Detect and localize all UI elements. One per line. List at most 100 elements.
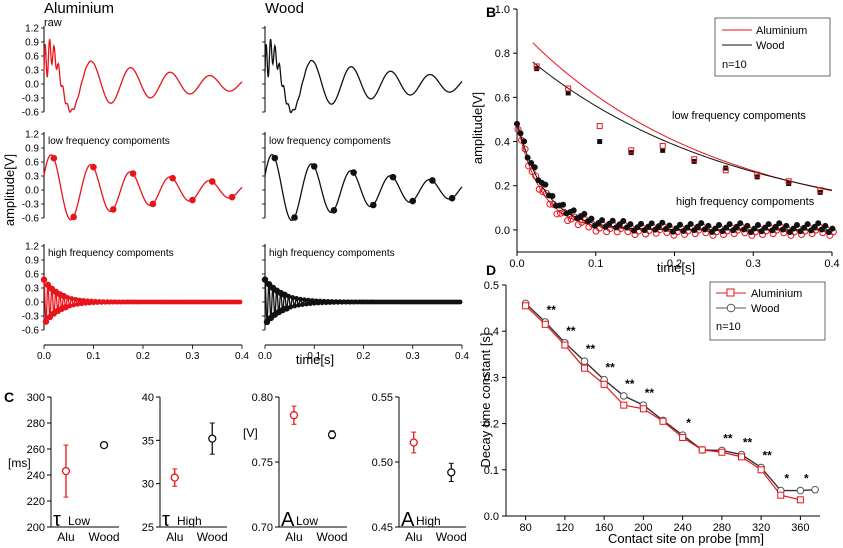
high-point-aluminium (564, 217, 572, 225)
d-significance-star: * (804, 472, 809, 486)
d-point-aluminium (581, 364, 588, 372)
high-point-wood (666, 222, 673, 229)
c-subscript-a-low: Low (296, 514, 318, 528)
high-point-wood (648, 220, 655, 227)
c-mean-point (208, 434, 217, 443)
d-significance-star: ** (645, 386, 655, 400)
d-xtick-label: 160 (595, 522, 613, 534)
peak-point (290, 295, 295, 300)
signal-line-wood-raw (264, 38, 463, 114)
peak-point (67, 303, 73, 309)
a-ytick-label: 0.3 (25, 284, 39, 295)
b-ytick-label: 1.0 (495, 4, 510, 16)
c-ytick-label: 0.70 (252, 522, 273, 534)
a-ytick-label: 0.6 (25, 158, 39, 169)
c-mean-point (99, 440, 109, 450)
a-ytick-label: -0.3 (22, 200, 40, 211)
c-mean-point (327, 430, 337, 439)
high-point-wood (715, 221, 722, 228)
d-significance-star: ** (762, 448, 772, 462)
high-point-wood (560, 201, 567, 208)
low-point-wood (660, 147, 666, 153)
c-category-label: Alu (405, 530, 422, 544)
high-point-wood (754, 222, 761, 229)
low-point-aluminium (817, 187, 824, 194)
legend-label-d-wood: Wood (751, 303, 780, 315)
peak-point (129, 170, 137, 177)
peak-point (73, 296, 79, 302)
row-label-raw: raw (44, 17, 62, 29)
peak-point (237, 299, 243, 305)
a-ytick-label: 0.0 (25, 186, 39, 197)
peak-point (189, 196, 196, 204)
high-point-wood (744, 222, 751, 229)
d-ytick-label: 0.1 (484, 465, 499, 477)
a-ytick-label: 0.6 (25, 52, 39, 63)
high-point-wood (524, 154, 531, 161)
a-ytick-label: 0.3 (25, 66, 39, 77)
a-ytick-label: 0.0 (25, 298, 39, 309)
signal-line-aluminium-low (43, 154, 243, 221)
high-point-wood (737, 220, 744, 227)
a-xtick-label: 0.4 (455, 351, 469, 362)
annotation-high: high frequency compoments (676, 196, 815, 208)
d-significance-star: ** (586, 342, 596, 356)
d-point-aluminium (757, 466, 765, 474)
c-category-label: Alu (166, 530, 183, 544)
c-ytick-label: 0.80 (252, 392, 273, 404)
panel-c-ylabel-ms: [ms] (8, 456, 31, 470)
d-significance-star: ** (625, 377, 635, 391)
peak-point (44, 281, 52, 289)
peak-point (65, 295, 71, 300)
panel-b-ylabel: amplitude[V] (470, 92, 485, 164)
peak-point (370, 201, 377, 209)
row-label: high frequency compoments (48, 248, 174, 259)
low-point-wood (597, 139, 603, 145)
peak-point (310, 163, 318, 170)
peak-point (389, 173, 397, 181)
d-xtick-label: 80 (520, 522, 532, 534)
a-xtick-label: 0.0 (37, 351, 51, 362)
peak-point (291, 214, 298, 221)
legend-note-n: n=10 (722, 59, 747, 71)
d-point-aluminium (777, 491, 785, 499)
high-point-aluminium (535, 185, 543, 193)
peak-point (109, 206, 117, 213)
b-xtick-label: 0.4 (824, 258, 839, 270)
a-ytick-label: 0.9 (25, 144, 39, 155)
peak-point (286, 293, 292, 299)
c-ytick-label: 200 (27, 522, 45, 534)
low-point-aluminium (785, 178, 792, 185)
c-ytick-label: 40 (142, 392, 154, 404)
panel-b-plot: 1.0 0.8 0.6 0.4 0.2 0.0 0.0 0.1 0.2 0.3 0.4 (495, 4, 840, 270)
b-ytick-label: 0.2 (495, 181, 510, 193)
high-point-wood (517, 130, 524, 137)
c-mean-point (61, 466, 71, 476)
c-symbol-a-high: A (401, 509, 415, 531)
high-point-wood (620, 217, 627, 224)
panel-c-plots: 300 280 260 240 220 200 Alu Wood τ Low 40 35 30 25 Alu… (27, 392, 467, 544)
b-ytick-label: 0.6 (495, 92, 510, 104)
legend-label-wood: Wood (756, 40, 785, 52)
c-ytick-label: 220 (27, 496, 45, 508)
b-ytick-label: 0.4 (495, 137, 510, 149)
high-point-aluminium (553, 210, 561, 218)
c-category-label: Wood (197, 530, 228, 544)
a-ytick-label: 0.0 (25, 80, 39, 91)
c-subscript-tau-high: High (177, 514, 202, 528)
peak-point (263, 318, 271, 326)
panel-c: C [ms] [V] 300 280 260 240 220 200 Alu Wood τ Low… (4, 389, 467, 544)
c-subscript-tau-low: Low (68, 514, 90, 528)
d-point-wood (580, 357, 589, 366)
panel-b-xlabel: time[s] (657, 260, 695, 275)
d-point-aluminium (600, 380, 608, 388)
high-point-wood (705, 222, 712, 229)
col-title-aluminium: Aluminium (44, 0, 114, 17)
c-mean-point (447, 468, 456, 477)
c-ytick-label: 35 (142, 435, 154, 447)
high-point-wood (815, 220, 822, 227)
d-significance-star: ** (547, 303, 557, 317)
c-mean-point (289, 411, 299, 420)
c-ytick-label: 0.55 (372, 392, 393, 404)
c-ytick-label: 0.50 (372, 457, 393, 469)
